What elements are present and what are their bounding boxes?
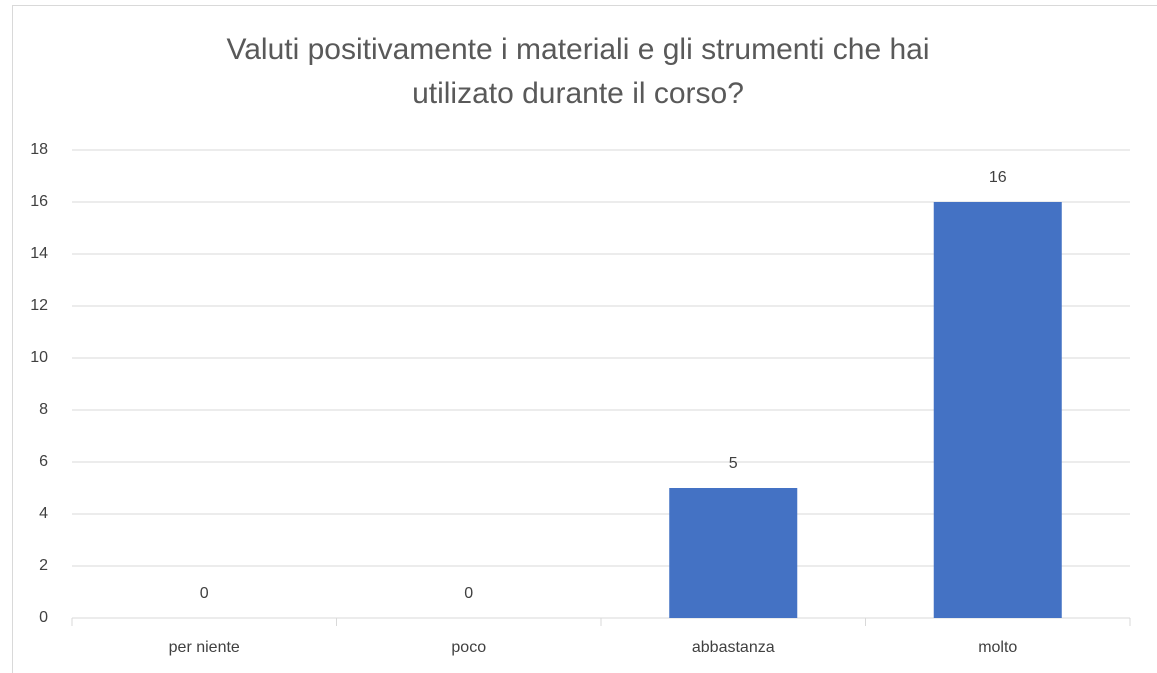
x-tick-label: per niente bbox=[169, 639, 240, 656]
y-tick-label: 12 bbox=[30, 297, 48, 314]
chart-title: Valuti positivamente i materiali e gli s… bbox=[226, 33, 930, 110]
y-tick-label: 2 bbox=[39, 557, 48, 574]
y-tick-label: 8 bbox=[39, 401, 48, 418]
y-tick-label: 14 bbox=[30, 245, 48, 262]
y-tick-label: 6 bbox=[39, 453, 48, 470]
x-tick-label: abbastanza bbox=[692, 639, 775, 656]
data-label: 0 bbox=[200, 585, 209, 602]
x-tick-label: poco bbox=[451, 639, 486, 656]
y-tick-label: 18 bbox=[30, 141, 48, 158]
data-label: 5 bbox=[729, 455, 738, 472]
y-tick-label: 4 bbox=[39, 505, 48, 522]
chart-border bbox=[12, 5, 1157, 673]
y-tick-label: 16 bbox=[30, 193, 48, 210]
y-tick-label: 0 bbox=[39, 609, 48, 626]
bar bbox=[669, 488, 798, 618]
bar bbox=[933, 202, 1062, 618]
data-label: 16 bbox=[989, 169, 1007, 186]
y-tick-label: 10 bbox=[30, 349, 48, 366]
data-label: 0 bbox=[464, 585, 473, 602]
x-tick-label: molto bbox=[978, 639, 1017, 656]
